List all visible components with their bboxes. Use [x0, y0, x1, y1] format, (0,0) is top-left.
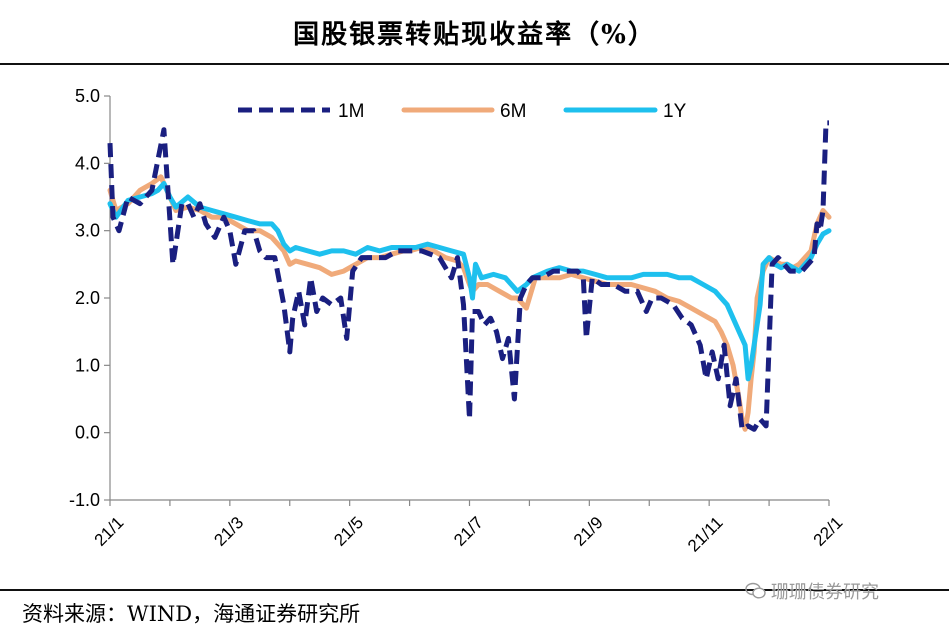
wechat-icon — [745, 582, 766, 599]
legend-label-6m: 6M — [500, 101, 526, 122]
y-tick-label: 1.0 — [75, 355, 100, 375]
x-tick-label: 21/7 — [450, 513, 487, 550]
chart-title: 国股银票转贴现收益率（%） — [293, 20, 656, 50]
series-line-1m — [107, 120, 829, 432]
watermark: 珊珊债券研究 — [745, 578, 879, 604]
x-tick-label: 22/1 — [810, 513, 847, 550]
x-tick-label: 21/9 — [570, 513, 607, 550]
axes: 5.0 4.0 3.0 2.0 1.0 0.0 -1.0 21/1 21/3 21/5 21/7 21… — [69, 86, 846, 556]
y-tick-label: 2.0 — [75, 288, 100, 308]
y-tick-label: 3.0 — [75, 221, 100, 241]
bottom-rule — [0, 589, 949, 591]
line-chart: 5.0 4.0 3.0 2.0 1.0 0.0 -1.0 21/1 21/3 21/5 21/7 21… — [69, 86, 846, 556]
watermark-text: 珊珊债券研究 — [771, 582, 879, 603]
source-note: 资料来源：WIND，海通证券研究所 — [22, 602, 361, 626]
y-tick-label: 5.0 — [75, 86, 100, 106]
top-rule — [0, 63, 949, 65]
y-tick-label: 4.0 — [75, 153, 100, 173]
x-tick-label: 21/1 — [91, 513, 128, 550]
series-lines — [107, 120, 832, 432]
y-tick-label: 0.0 — [75, 423, 100, 443]
y-tick-label: -1.0 — [69, 490, 100, 510]
legend: 1M 6M 1Y — [238, 101, 687, 122]
x-tick-label: 21/11 — [684, 513, 727, 556]
x-tick-label: 21/5 — [330, 513, 367, 550]
series-line-1y — [107, 181, 832, 382]
x-tick-label: 21/3 — [210, 513, 247, 550]
legend-label-1y: 1Y — [663, 101, 687, 122]
legend-label-1m: 1M — [338, 101, 364, 122]
